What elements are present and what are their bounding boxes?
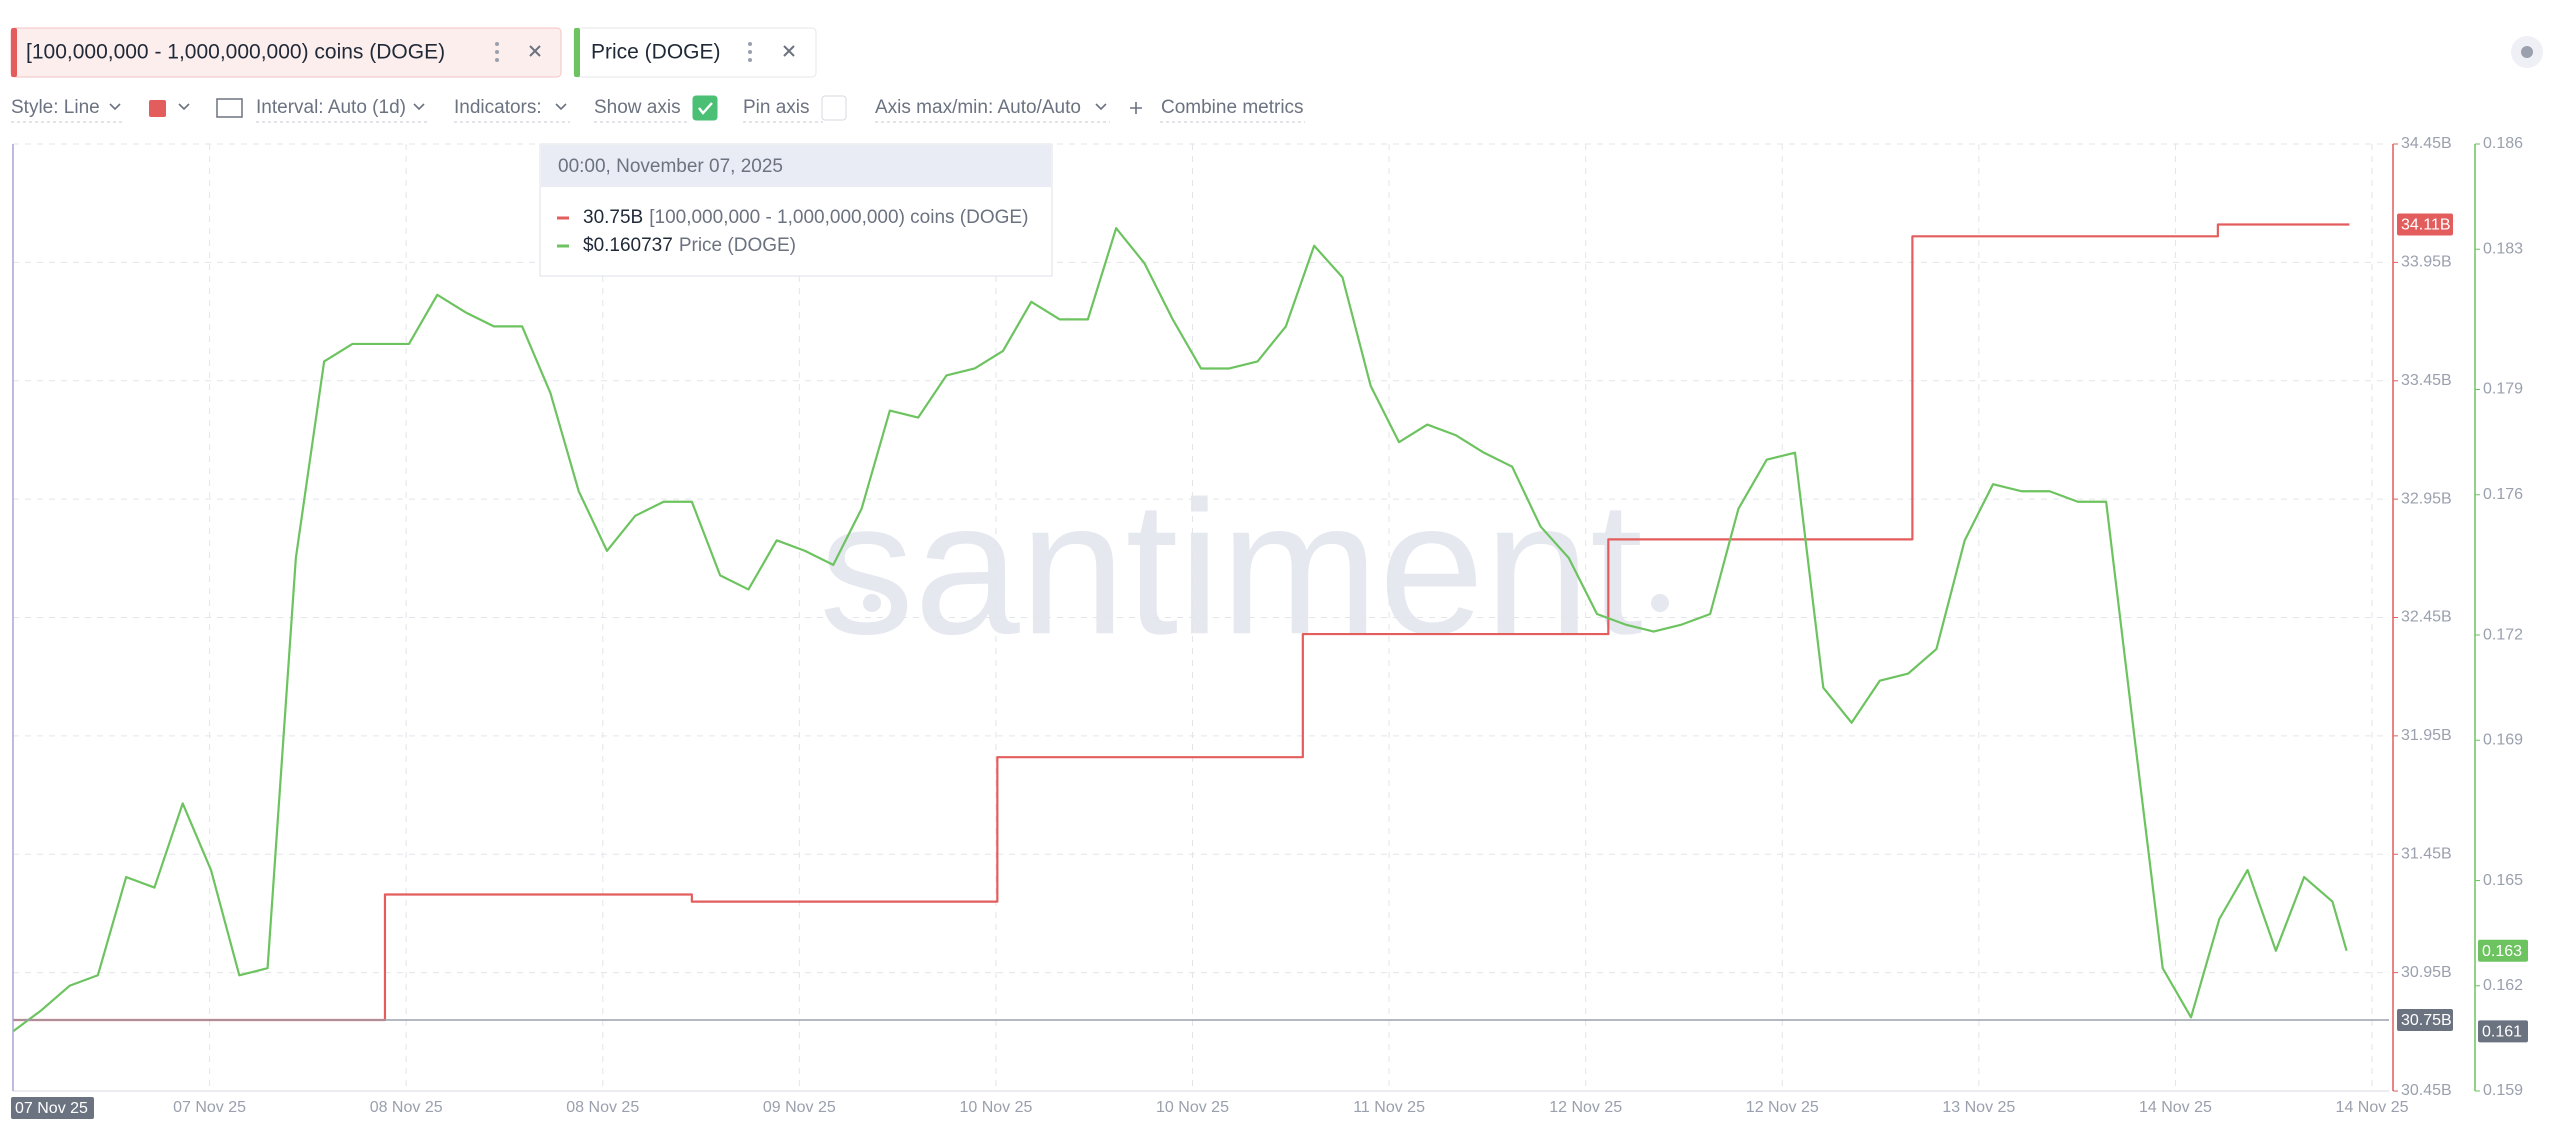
crosshair-tag — [2397, 1008, 2453, 1031]
last-value-label: 34.11B — [2401, 217, 2451, 234]
style-select[interactable]: Style: Line — [11, 97, 100, 118]
y-tick-label: 32.95B — [2401, 490, 2452, 507]
y2-tick-label: 0.183 — [2483, 240, 2523, 257]
y2-tick-label: 0.162 — [2483, 977, 2523, 994]
plus-icon — [1130, 102, 1142, 114]
chevron — [1095, 103, 1107, 111]
y-tick-label: 30.95B — [2401, 964, 2452, 981]
watermark-dot — [863, 594, 881, 612]
indicators-select[interactable]: Indicators: — [454, 97, 542, 118]
last-value-tag — [2397, 213, 2453, 236]
pin-axis-label[interactable]: Pin axis — [743, 97, 810, 118]
pin-axis-checkbox[interactable] — [821, 95, 847, 121]
crosshair-y2-label: 0.161 — [2482, 1024, 2522, 1041]
x-tick-label: 11 Nov 25 — [1353, 1099, 1425, 1116]
color-swatch[interactable] — [149, 100, 166, 117]
kebab-icon[interactable] — [748, 42, 752, 62]
checkmark — [698, 102, 713, 115]
x-tick-label: 10 Nov 25 — [1156, 1099, 1229, 1116]
x-tick-label: 07 Nov 25 — [173, 1099, 246, 1116]
x-tick-label: 08 Nov 25 — [566, 1099, 639, 1116]
x-tick-label: 12 Nov 25 — [1549, 1099, 1622, 1116]
last-value-label: 0.163 — [2482, 943, 2522, 960]
interval-select[interactable]: Interval: Auto (1d) — [256, 97, 406, 118]
kebab-icon[interactable] — [495, 42, 499, 62]
interval-icon — [216, 98, 243, 118]
y2-tick-label: 0.169 — [2483, 731, 2523, 748]
x-tick-label: 10 Nov 25 — [959, 1099, 1032, 1116]
x-tick-label: 14 Nov 25 — [2139, 1099, 2212, 1116]
y2-tick-label: 0.179 — [2483, 381, 2523, 398]
series-line — [12, 227, 2348, 1033]
last-value-tag — [2478, 939, 2528, 962]
chevron — [555, 103, 567, 111]
y2-tick-label: 0.159 — [2483, 1082, 2523, 1099]
metric-chip[interactable]: [100,000,000 - 1,000,000,000) coins (DOG… — [10, 27, 562, 78]
y-tick-label: 32.45B — [2401, 609, 2452, 626]
tooltip-header — [541, 145, 1051, 187]
chevron — [109, 103, 121, 111]
metric-chip[interactable]: Price (DOGE) — [573, 27, 817, 78]
x-tick-label: 08 Nov 25 — [370, 1099, 443, 1116]
y-tick-label: 30.45B — [2401, 1082, 2452, 1099]
tooltip-value: $0.160737 — [583, 235, 673, 256]
y-tick-label: 33.95B — [2401, 254, 2452, 271]
tooltip-row: $0.160737 Price (DOGE) — [583, 235, 796, 256]
y-tick-label: 34.45B — [2401, 135, 2452, 152]
combine-metrics[interactable]: Combine metrics — [1161, 97, 1304, 118]
tooltip-value: 30.75B — [583, 207, 643, 228]
crosshair-x-label: 07 Nov 25 — [15, 1100, 88, 1117]
y-tick-label: 31.95B — [2401, 727, 2452, 744]
x-tick-label: 12 Nov 25 — [1746, 1099, 1819, 1116]
tooltip-metric: Price (DOGE) — [679, 235, 796, 256]
chip-color — [11, 28, 17, 77]
chip-color — [574, 28, 580, 77]
crosshair-tag — [2478, 1020, 2528, 1043]
show-axis-checkbox[interactable] — [692, 95, 718, 121]
settings-dot — [2521, 46, 2533, 58]
y2-tick-label: 0.165 — [2483, 872, 2523, 889]
watermark-dot — [1651, 594, 1669, 612]
y-tick-label: 33.45B — [2401, 372, 2452, 389]
tooltip-title: 00:00, November 07, 2025 — [558, 156, 783, 177]
y2-tick-label: 0.176 — [2483, 486, 2523, 503]
y2-tick-label: 0.172 — [2483, 626, 2523, 643]
x-tick-label: 14 Nov 25 — [2336, 1099, 2409, 1116]
chevron — [413, 103, 425, 111]
chip-label: Price (DOGE) — [591, 41, 721, 64]
x-tick-label: 09 Nov 25 — [763, 1099, 836, 1116]
tooltip-row: 30.75B [100,000,000 - 1,000,000,000) coin… — [583, 207, 1028, 228]
close-icon[interactable] — [529, 45, 541, 57]
show-axis-label[interactable]: Show axis — [594, 97, 681, 118]
series-line — [13, 223, 2350, 1022]
y2-tick-label: 0.186 — [2483, 135, 2523, 152]
y-tick-label: 31.45B — [2401, 845, 2452, 862]
tooltip-metric: [100,000,000 - 1,000,000,000) coins (DOG… — [649, 207, 1028, 228]
chevron — [178, 103, 190, 111]
axis-range-select[interactable]: Axis max/min: Auto/Auto — [875, 97, 1081, 118]
chip-label: [100,000,000 - 1,000,000,000) coins (DOG… — [26, 41, 445, 64]
crosshair-tag — [11, 1097, 94, 1119]
close-icon[interactable] — [783, 45, 795, 57]
x-tick-label: 13 Nov 25 — [1942, 1099, 2015, 1116]
chart: santiment 30.45B 30.95B 31.45B 31.95B 32.45B 3… — [11, 135, 2528, 1119]
crosshair-y-label: 30.75B — [2401, 1012, 2452, 1029]
watermark: santiment — [819, 462, 1643, 674]
